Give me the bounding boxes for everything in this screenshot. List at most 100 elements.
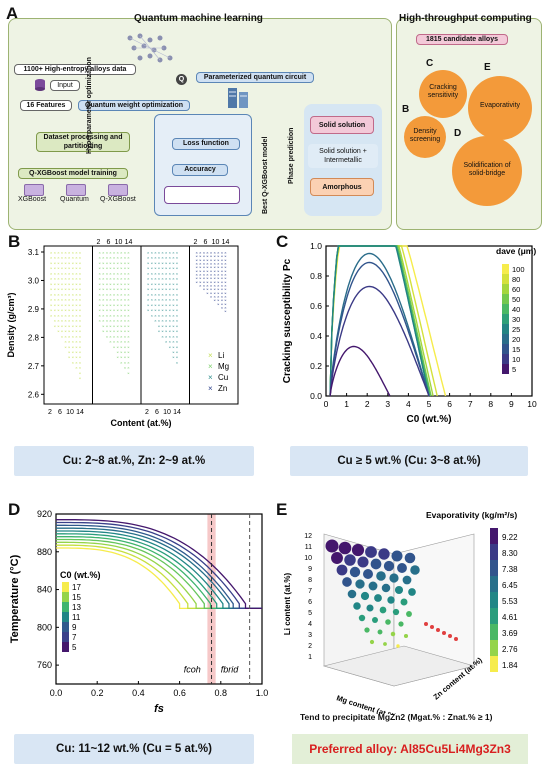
- summary-b: Cu: 2~8 at.%, Zn: 2~9 at.%: [14, 446, 254, 476]
- data-point: ×: [75, 313, 78, 318]
- xlabel-c: C0 (wt.%): [407, 414, 452, 425]
- ytick-label-b: 2.9: [28, 305, 40, 314]
- data-point: ×: [169, 302, 172, 307]
- data-point: ×: [158, 302, 161, 307]
- data-point: ×: [199, 283, 202, 288]
- data-point: ×: [68, 271, 71, 276]
- data-point: ×: [68, 329, 71, 334]
- data-point: ×: [113, 318, 116, 323]
- data-point: ×: [79, 323, 82, 328]
- data-point: ×: [54, 271, 57, 276]
- data-point: ×: [172, 260, 175, 265]
- data-point: ×: [99, 271, 102, 276]
- ytick-label-e: 4: [308, 621, 312, 628]
- panel-label-b: B: [8, 232, 21, 251]
- data-point: ×: [124, 281, 127, 286]
- data-point: ×: [109, 292, 112, 297]
- data-point: ×: [176, 339, 179, 344]
- data-point: ×: [169, 281, 172, 286]
- data-point: ×: [106, 271, 109, 276]
- data-point: ×: [72, 308, 75, 313]
- data-point: ×: [172, 271, 175, 276]
- data-point: ×: [106, 313, 109, 318]
- data-point: ×: [117, 281, 120, 286]
- data-point: ×: [99, 313, 102, 318]
- data-point: ×: [172, 266, 175, 271]
- data-bubble: [392, 608, 400, 616]
- data-point: ×: [127, 308, 130, 313]
- data-point: ×: [221, 250, 224, 255]
- data-point: ×: [64, 255, 67, 260]
- model-icons: XGBoost Quantum Q-XGBoost: [18, 184, 148, 206]
- data-point: ×: [161, 281, 164, 286]
- data-point: ×: [117, 260, 120, 265]
- data-point: ×: [147, 260, 150, 265]
- data-point: ×: [214, 283, 217, 288]
- data-point: ×: [214, 261, 217, 266]
- data-point: ×: [99, 292, 102, 297]
- data-point: ×: [224, 309, 227, 314]
- data-bubble: [390, 631, 396, 637]
- legend-label-d: 11: [72, 613, 81, 622]
- data-point: ×: [64, 318, 67, 323]
- data-point: ×: [50, 266, 53, 271]
- legend-swatch-d: [62, 622, 69, 632]
- data-point: ×: [75, 329, 78, 334]
- legend-swatch-d: [62, 642, 69, 652]
- data-point: ×: [75, 302, 78, 307]
- data-point: ×: [102, 313, 105, 318]
- data-point: ×: [72, 302, 75, 307]
- data-point: ×: [75, 344, 78, 349]
- model-name-1: Quantum: [60, 196, 89, 203]
- qubit-lattice-icon: [127, 33, 173, 63]
- data-point: ×: [99, 276, 102, 281]
- data-point: ×: [109, 334, 112, 339]
- colorbar-label-e: 4.61: [502, 613, 518, 622]
- data-point: ×: [217, 254, 220, 259]
- circle-b-letter: B: [402, 104, 410, 115]
- data-point: ×: [127, 323, 130, 328]
- data-point: ×: [151, 266, 154, 271]
- data-point: ×: [214, 294, 217, 299]
- data-bubble: [325, 539, 339, 553]
- data-point: ×: [106, 276, 109, 281]
- xtick-label-d: 0.2: [91, 688, 104, 698]
- data-point: ×: [68, 250, 71, 255]
- data-point: ×: [68, 276, 71, 281]
- xtick-top-label-b: 2: [194, 239, 198, 246]
- ylabel-c: Cracking susceptibility Pc: [282, 258, 293, 383]
- q-marker-icon: Q: [176, 74, 187, 85]
- ytick-label-c: 0.8: [310, 271, 322, 281]
- data-point: ×: [120, 318, 123, 323]
- data-point: ×: [124, 266, 127, 271]
- data-point: ×: [165, 313, 168, 318]
- evaporativity-3d-chart: Evaporativity (kg/m²/s) 12 11 10 9 8 7 6 5 4 3 2 1 Li…: [283, 510, 518, 714]
- data-point: ×: [158, 313, 161, 318]
- data-point: ×: [79, 350, 82, 355]
- data-point: ×: [224, 294, 227, 299]
- data-bubble: [336, 564, 348, 576]
- data-point: ×: [206, 283, 209, 288]
- data-point: ×: [127, 350, 130, 355]
- data-point: ×: [165, 323, 168, 328]
- data-point: ×: [102, 271, 105, 276]
- solidification-chart: 0.0 0.2 0.4 0.6 0.8 1.0 760 800 840 880 920 fs Tempe…: [9, 509, 268, 715]
- data-point: ×: [151, 281, 154, 286]
- legend-label-d: 15: [72, 593, 81, 602]
- data-bubble: [369, 639, 375, 645]
- xtick-label-b: 14: [173, 409, 181, 416]
- data-point: ×: [120, 255, 123, 260]
- data-point: ×: [196, 276, 199, 281]
- data-point: ×: [75, 260, 78, 265]
- data-bubble: [368, 581, 378, 591]
- data-point: ×: [169, 334, 172, 339]
- data-point: ×: [124, 297, 127, 302]
- data-point: ×: [147, 292, 150, 297]
- data-bubble: [391, 550, 403, 562]
- data-point: ×: [117, 266, 120, 271]
- data-point: ×: [158, 318, 161, 323]
- data-point: ×: [106, 323, 109, 328]
- data-point: ×: [221, 276, 224, 281]
- data-point: ×: [117, 255, 120, 260]
- data-point: ×: [106, 287, 109, 292]
